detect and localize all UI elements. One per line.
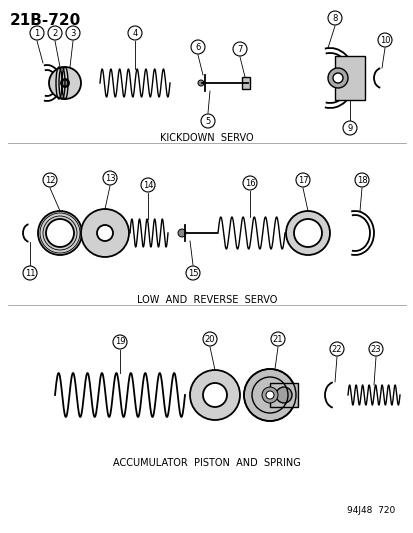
Text: 94J48  720: 94J48 720: [346, 506, 394, 515]
Text: 10: 10: [379, 36, 389, 44]
Text: 2: 2: [52, 28, 57, 37]
Text: 18: 18: [356, 175, 366, 184]
Text: 6: 6: [195, 43, 200, 52]
Text: 17: 17: [297, 175, 308, 184]
Text: 22: 22: [331, 344, 342, 353]
Text: 23: 23: [370, 344, 380, 353]
Circle shape: [261, 387, 277, 403]
Text: 5: 5: [205, 117, 210, 125]
Text: 1: 1: [34, 28, 40, 37]
Text: 19: 19: [114, 337, 125, 346]
Circle shape: [61, 79, 69, 87]
Text: 15: 15: [188, 269, 198, 278]
Circle shape: [49, 67, 81, 99]
Text: 3: 3: [70, 28, 76, 37]
Bar: [334, 56, 364, 100]
Bar: [242, 77, 249, 89]
Circle shape: [38, 211, 82, 255]
Circle shape: [332, 73, 342, 83]
Text: 7: 7: [237, 44, 242, 53]
Text: 8: 8: [332, 13, 337, 22]
Circle shape: [97, 225, 113, 241]
Text: 21: 21: [272, 335, 282, 343]
Text: 9: 9: [347, 124, 352, 133]
Text: KICKDOWN  SERVO: KICKDOWN SERVO: [160, 133, 253, 143]
Text: ACCUMULATOR  PISTON  AND  SPRING: ACCUMULATOR PISTON AND SPRING: [113, 458, 300, 468]
Circle shape: [81, 209, 129, 257]
Text: 13: 13: [104, 174, 115, 182]
Circle shape: [285, 211, 329, 255]
Circle shape: [275, 387, 291, 403]
Text: 12: 12: [45, 175, 55, 184]
Circle shape: [178, 229, 185, 237]
Circle shape: [266, 391, 273, 399]
Circle shape: [202, 383, 226, 407]
Circle shape: [243, 369, 295, 421]
Circle shape: [46, 219, 74, 247]
Circle shape: [327, 68, 347, 88]
Text: 21B-720: 21B-720: [10, 13, 81, 28]
Circle shape: [62, 80, 68, 86]
Text: 20: 20: [204, 335, 215, 343]
Text: 16: 16: [244, 179, 255, 188]
Circle shape: [197, 80, 204, 86]
Text: LOW  AND  REVERSE  SERVO: LOW AND REVERSE SERVO: [136, 295, 277, 305]
Bar: [269, 383, 297, 407]
Circle shape: [190, 370, 240, 420]
Text: 4: 4: [132, 28, 137, 37]
Text: 11: 11: [25, 269, 35, 278]
Text: 14: 14: [142, 181, 153, 190]
Circle shape: [293, 219, 321, 247]
